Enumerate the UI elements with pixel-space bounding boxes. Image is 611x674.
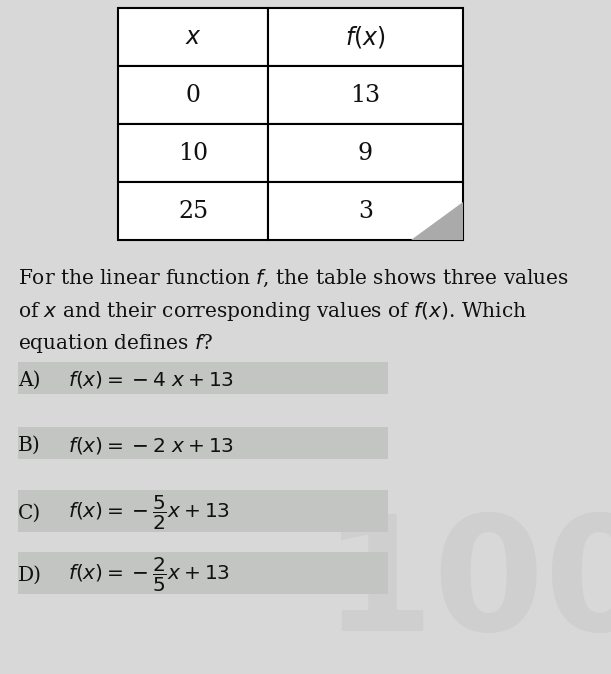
Bar [268, 8, 463, 66]
Text: B): B) [18, 435, 41, 454]
Text: 10: 10 [178, 142, 208, 164]
Text: A): A) [18, 371, 40, 390]
Bar [268, 124, 463, 182]
Bar [118, 182, 268, 240]
Text: $f(x)=-\dfrac{2}{5}x+13$: $f(x)=-\dfrac{2}{5}x+13$ [68, 556, 230, 594]
Text: of $x$ and their corresponding values of $f(x)$. Which: of $x$ and their corresponding values of… [18, 300, 527, 323]
Text: For the linear function $f$, the table shows three values: For the linear function $f$, the table s… [18, 268, 569, 289]
Text: $f(x)=-2\ x+13$: $f(x)=-2\ x+13$ [68, 435, 234, 456]
Bar [18, 362, 388, 394]
Bar [18, 552, 388, 594]
Text: $f(x)$: $f(x)$ [345, 24, 386, 50]
Polygon shape [411, 202, 463, 240]
Text: 0: 0 [186, 84, 200, 106]
Bar [268, 66, 463, 124]
Text: D): D) [18, 565, 42, 584]
Text: $f(x)=-4\ x+13$: $f(x)=-4\ x+13$ [68, 369, 234, 390]
Bar [118, 8, 268, 66]
Text: 9: 9 [358, 142, 373, 164]
Text: 25: 25 [178, 200, 208, 222]
Text: 13: 13 [351, 84, 381, 106]
Text: $x$: $x$ [185, 26, 202, 49]
Text: $f(x)=-\dfrac{5}{2}x+13$: $f(x)=-\dfrac{5}{2}x+13$ [68, 494, 230, 532]
Bar [118, 66, 268, 124]
Text: 100: 100 [323, 509, 611, 664]
Bar [118, 124, 268, 182]
Text: C): C) [18, 503, 42, 522]
Bar [18, 427, 388, 459]
Text: equation defines $f$?: equation defines $f$? [18, 332, 213, 355]
Bar [18, 490, 388, 532]
Bar [268, 182, 463, 240]
Text: 3: 3 [358, 200, 373, 222]
